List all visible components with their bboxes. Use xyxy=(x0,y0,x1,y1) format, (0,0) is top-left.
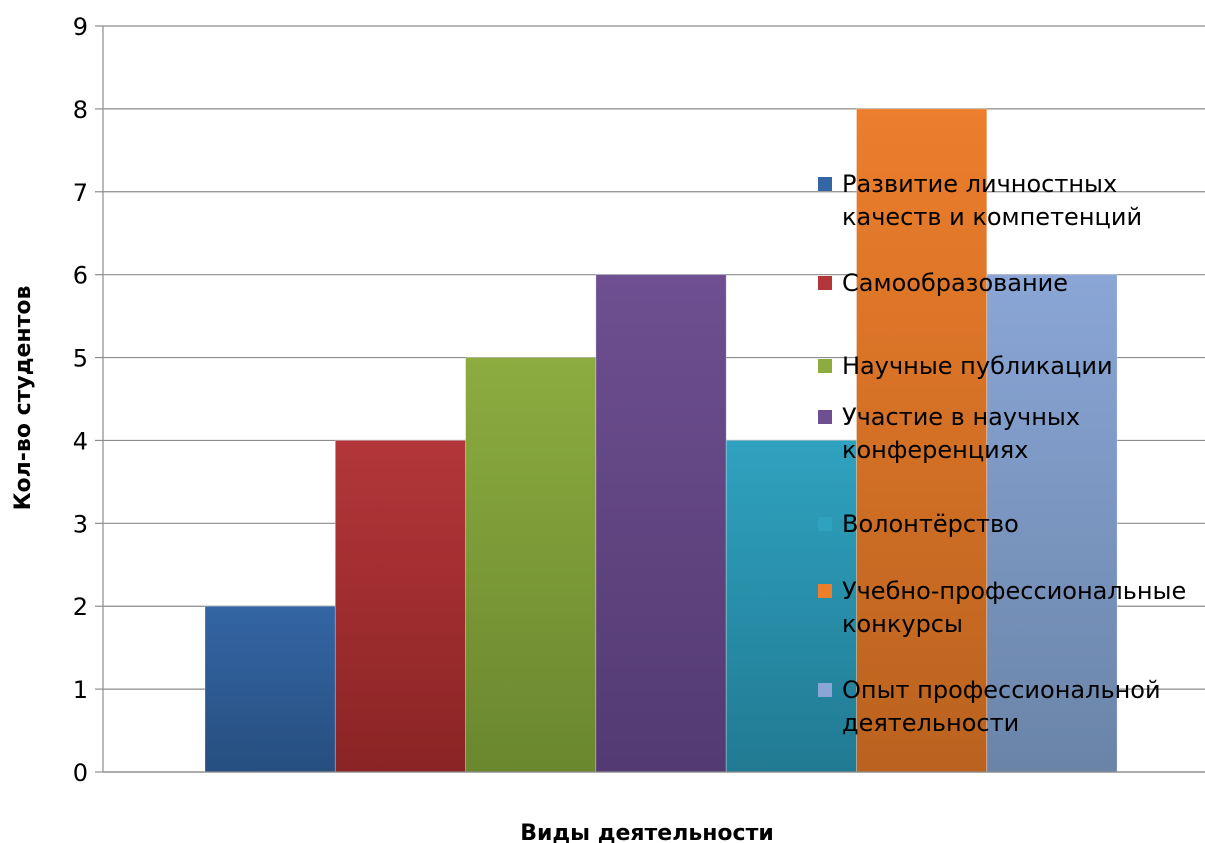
y-tick-label: 8 xyxy=(73,96,88,124)
legend-label: Опыт профессиональной xyxy=(842,676,1161,704)
bar xyxy=(465,357,597,773)
y-tick-label: 2 xyxy=(73,593,88,621)
legend-label: деятельности xyxy=(842,709,1019,737)
legend-swatch xyxy=(818,517,832,531)
legend: Развитие личностных качеств и компетенций… xyxy=(818,170,1186,737)
legend-swatch xyxy=(818,683,832,697)
bar xyxy=(595,274,727,773)
y-tick-label: 3 xyxy=(73,510,88,538)
legend-swatch xyxy=(818,177,832,191)
legend-label: Научные публикации xyxy=(842,352,1113,380)
bar xyxy=(725,440,857,773)
y-tick-label: 4 xyxy=(73,427,88,455)
bar xyxy=(986,274,1118,773)
axes xyxy=(102,26,1205,773)
y-tick-label: 7 xyxy=(73,179,88,207)
bar xyxy=(334,440,466,773)
legend-label: Самообразование xyxy=(842,269,1068,297)
y-axis-title: Кол-во студентов xyxy=(11,286,36,511)
y-tick-labels: 0 1 2 3 4 5 6 7 8 9 xyxy=(73,13,88,787)
legend-swatch xyxy=(818,276,832,290)
x-axis-title: Виды деятельности xyxy=(520,821,774,843)
legend-label: Волонтёрство xyxy=(842,510,1019,538)
legend-label: Участие в научных xyxy=(842,403,1080,431)
bar xyxy=(856,108,988,773)
legend-label: конференциях xyxy=(842,436,1028,464)
legend-swatch xyxy=(818,359,832,373)
y-tick-label: 0 xyxy=(73,759,88,787)
legend-label: Развитие личностных xyxy=(842,170,1117,198)
y-tick-label: 1 xyxy=(73,676,88,704)
legend-label: Учебно-профессиональные xyxy=(842,577,1186,605)
legend-swatch xyxy=(818,584,832,598)
legend-label: конкурсы xyxy=(842,610,963,638)
y-tick-label: 9 xyxy=(73,13,88,41)
legend-label: качеств и компетенций xyxy=(842,203,1142,231)
bars xyxy=(204,108,1118,773)
y-tick-label: 5 xyxy=(73,345,88,373)
bar xyxy=(204,605,336,773)
y-tick-label: 6 xyxy=(73,262,88,290)
legend-swatch xyxy=(818,410,832,424)
